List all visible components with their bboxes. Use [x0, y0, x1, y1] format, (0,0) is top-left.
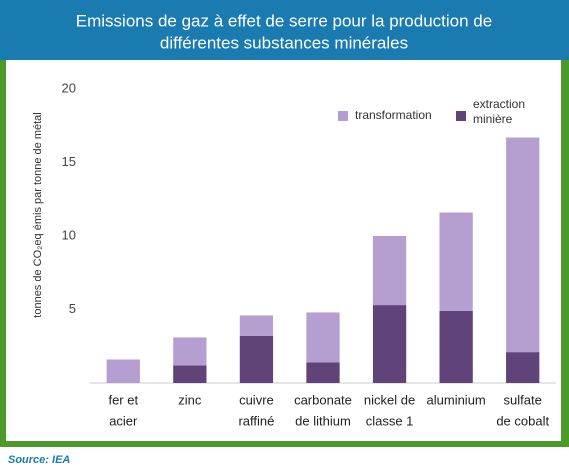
bar-segment	[439, 310, 473, 383]
x-tick-label: carbonate	[294, 392, 352, 407]
legend-label: transformation	[355, 108, 432, 122]
y-tick-label: 20	[62, 80, 76, 95]
x-tick-label: de cobalt	[496, 413, 549, 428]
bar-segment	[506, 352, 540, 383]
bar-segment	[372, 236, 407, 306]
y-axis-label: tonnes de CO₂eq émis par tonne de métal	[32, 112, 44, 317]
y-tick-label: 5	[69, 301, 76, 316]
bar-segment	[239, 335, 274, 383]
bar-segment	[506, 137, 540, 353]
chart-title: Emissions de gaz à effet de serre pour l…	[76, 11, 492, 30]
x-tick-label: acier	[109, 413, 138, 428]
x-tick-label: zinc	[178, 392, 202, 407]
source: Source: IEA	[8, 454, 70, 466]
title-band	[0, 0, 569, 60]
legend-label: extraction minière	[473, 97, 526, 126]
x-tick-label: de lithium	[295, 413, 351, 428]
bar-segment	[372, 305, 407, 383]
bar-segment	[173, 337, 207, 366]
bar-segment	[306, 362, 340, 383]
x-tick-label: aluminium	[427, 392, 486, 407]
y-tick-label: 15	[62, 154, 76, 169]
legend-swatch	[338, 111, 348, 121]
bar-segment	[173, 365, 207, 383]
chart-title: différentes substances minérales	[160, 33, 408, 52]
y-tick-label: 10	[62, 227, 76, 242]
bar-segment	[106, 359, 140, 383]
x-tick-label: nickel de	[364, 392, 415, 407]
bar-segment	[439, 212, 473, 311]
bar-segment	[306, 312, 340, 363]
x-tick-label: sulfate	[504, 392, 542, 407]
x-tick-label: classe 1	[366, 413, 414, 428]
bar-segment	[239, 315, 274, 336]
x-tick-label: fer et	[108, 392, 138, 407]
legend-swatch	[456, 111, 466, 121]
x-tick-label: raffiné	[238, 413, 274, 428]
x-tick-label: cuivre	[239, 392, 274, 407]
